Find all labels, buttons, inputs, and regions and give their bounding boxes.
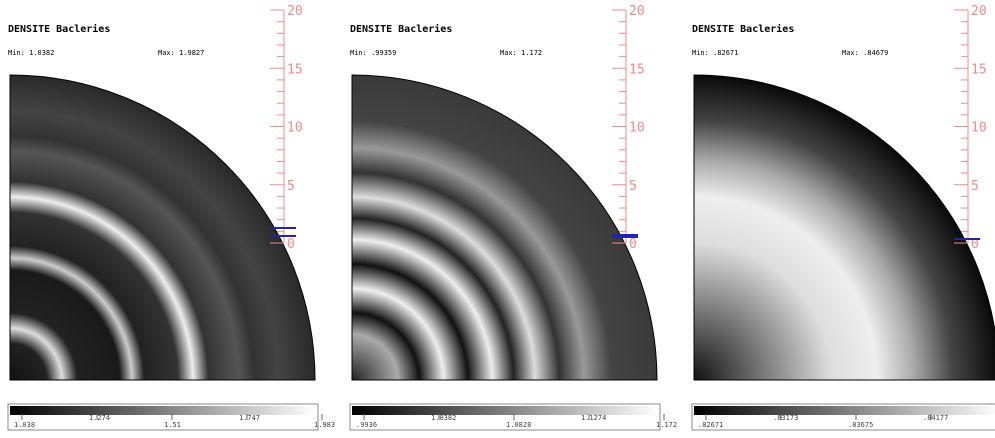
ruler-label: 10 — [629, 121, 645, 136]
colorbar-label: 1.747 — [239, 414, 260, 422]
density-field — [9, 74, 316, 381]
colorbar-label: 1.274 — [89, 414, 110, 422]
density-field — [693, 74, 995, 381]
colorbar-label: .84177 — [923, 414, 948, 422]
colorbar-label: .83675 — [848, 421, 873, 429]
colorbar-label: .9936 — [356, 421, 377, 429]
colorbar-label: 1.172 — [656, 421, 677, 429]
colorbar-label: .82671 — [698, 421, 723, 429]
panel-title: DENSITE Bacleries — [8, 23, 110, 35]
colorbar-label: .83173 — [773, 414, 798, 422]
min-label: Min: 1.0382 — [8, 49, 54, 57]
ruler-label: 5 — [287, 179, 295, 194]
panel: DENSITE Bacleries Min: .82671 Max: .84679 2… — [691, 4, 995, 431]
panel: DENSITE Bacleries Min: 1.0382 Max: 1.9827 2… — [7, 4, 335, 431]
colorbar-label: 1.038 — [14, 421, 35, 429]
ruler-label: 15 — [971, 62, 987, 77]
min-label: Min: .99359 — [350, 49, 396, 57]
panel-title: DENSITE Bacleries — [350, 23, 452, 35]
colorbar — [694, 406, 995, 415]
max-label: Max: 1.172 — [500, 49, 542, 57]
max-label: Max: 1.9827 — [158, 49, 204, 57]
colorbar-label: 1.51 — [164, 421, 181, 429]
min-label: Min: .82671 — [692, 49, 738, 57]
colorbar — [352, 406, 658, 415]
ruler-label: 5 — [629, 179, 637, 194]
max-label: Max: .84679 — [842, 49, 888, 57]
ruler-label: 15 — [629, 62, 645, 77]
ruler-label: 20 — [971, 4, 987, 19]
colorbar-label: 1.0382 — [431, 414, 456, 422]
colorbar-label: 1.1274 — [581, 414, 606, 422]
ruler-label: 0 — [971, 237, 979, 252]
colorbar-label: 1.0828 — [506, 421, 531, 429]
colorbar — [10, 406, 316, 415]
panel-title: DENSITE Bacleries — [692, 23, 794, 35]
ruler-label: 5 — [971, 179, 979, 194]
ruler-label: 20 — [629, 4, 645, 19]
density-field — [351, 74, 658, 381]
ruler-label: 10 — [287, 121, 303, 136]
ruler-label: 15 — [287, 62, 303, 77]
ruler-label: 10 — [971, 121, 987, 136]
ruler-label: 0 — [287, 237, 295, 252]
colorbar-label: 1.983 — [314, 421, 335, 429]
ruler-label: 0 — [629, 237, 637, 252]
panel: DENSITE Bacleries Min: .99359 Max: 1.172 20… — [349, 4, 677, 431]
ruler-label: 20 — [287, 4, 303, 19]
